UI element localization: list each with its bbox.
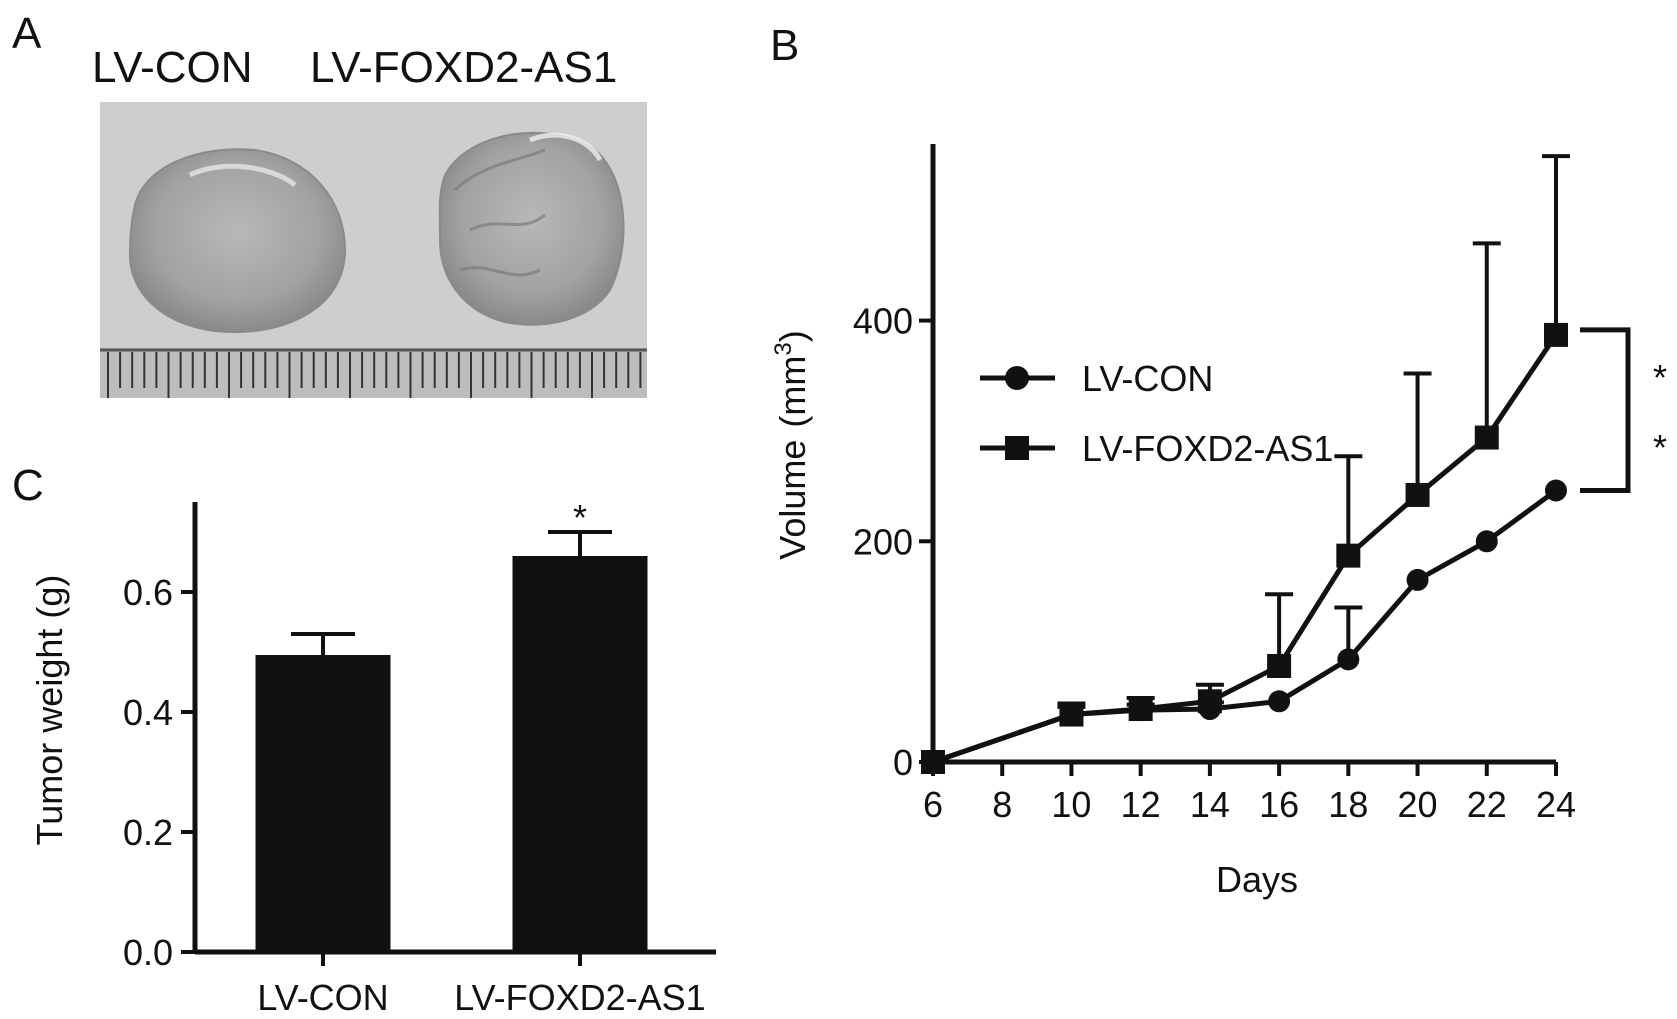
legend-marker-square [1005,436,1029,460]
photo-label-lv-foxd2-as1: LV-FOXD2-AS1 [310,43,617,92]
series-point-square [1336,543,1361,568]
series-line [932,333,1559,765]
bar [255,655,391,952]
significance-label: * [1653,357,1667,398]
bar-y-tick-label: 0.4 [123,692,173,733]
tumor-photo [100,102,647,398]
series-point-square [921,750,945,774]
line-chart-legend: LV-CON LV-FOXD2-AS1 [980,358,1333,469]
line-x-tick-label: 8 [992,784,1012,825]
bar-x-tick-label: LV-CON [257,977,388,1018]
bar-x-tick-label: LV-FOXD2-AS1 [454,977,705,1018]
tumor-lv-foxd2-as1-texture [453,148,546,277]
series-point-circle [1406,568,1429,591]
series-point-square [1197,689,1222,714]
line-y-axis-title-unit-sup: 3 [770,342,797,355]
line-x-axis-title: Days [1216,859,1298,900]
series-point-square [1544,322,1568,347]
series-point-square [1128,697,1153,722]
tumor-lv-con [128,148,347,334]
tumor-lv-foxd2-as1-highlight [529,132,603,162]
bar [512,556,648,952]
line-y-axis-title-main: Volume [772,440,813,560]
line-y-axis-title-unit: mm [772,356,813,416]
line-y-tick-label: 400 [853,301,913,342]
ruler-ticks [107,352,642,398]
photo-label-lv-con: LV-CON [92,43,253,92]
legend-label: LV-CON [1082,358,1213,399]
line-x-tick-label: 6 [923,784,943,825]
significance-bracket [1580,327,1631,494]
line-x-tick-label: 14 [1190,784,1230,825]
series-point-square [1405,482,1430,507]
line-x-tick-label: 12 [1121,784,1161,825]
line-x-tick-label: 18 [1328,784,1368,825]
significance-label: * [1653,427,1667,468]
line-chart-significance: ** [1580,327,1667,494]
line-x-tick-label: 24 [1536,784,1576,825]
bar-y-tick-label: 0.6 [123,572,173,613]
line-chart-marks [921,154,1570,774]
panel-c-label: C [12,461,44,510]
line-x-tick-label: 22 [1467,784,1507,825]
panel-c: C Tumor weight (g) 0.0 0.2 0.4 0.6 LV-CON LV-… [12,461,716,1018]
series-point-square [1267,653,1292,678]
tumor-lv-con-highlight [188,163,297,188]
bar-significance-label: * [573,497,587,538]
line-y-axis-title: Volume(mm3) [770,330,813,559]
panel-b: B Volume(mm3) Days 0 200 400 6 8 10 12 14 16 18 20… [770,21,1667,900]
legend-label: LV-FOXD2-AS1 [1082,428,1333,469]
series-point-circle [1475,530,1498,553]
panel-b-label: B [770,21,799,70]
bar-y-tick-label: 0.2 [123,812,173,853]
bar-y-axis-title: Tumor weight (g) [29,575,70,846]
line-x-tick-label: 10 [1051,784,1091,825]
line-chart-axes: 0 200 400 6 8 10 12 14 16 18 20 22 24 [853,144,1576,825]
series-point-circle [1545,479,1567,502]
series-point-circle [1337,648,1360,671]
tumor-lv-foxd2-as1 [438,131,625,326]
panel-a-label: A [12,9,42,58]
line-y-tick-label: 200 [853,521,913,562]
series-point-square [1474,425,1499,450]
bar-y-tick-label: 0.0 [123,932,173,973]
line-x-tick-label: 20 [1398,784,1438,825]
line-x-tick-label: 16 [1259,784,1299,825]
series-point-square [1059,702,1084,727]
legend-marker-circle [1005,366,1029,390]
series-line [932,488,1558,765]
panel-a: A LV-CON LV-FOXD2-AS1 [12,9,647,398]
series-point-circle [1268,690,1291,713]
bar-chart-marks: * [255,497,648,952]
line-y-tick-label: 0 [893,742,913,783]
